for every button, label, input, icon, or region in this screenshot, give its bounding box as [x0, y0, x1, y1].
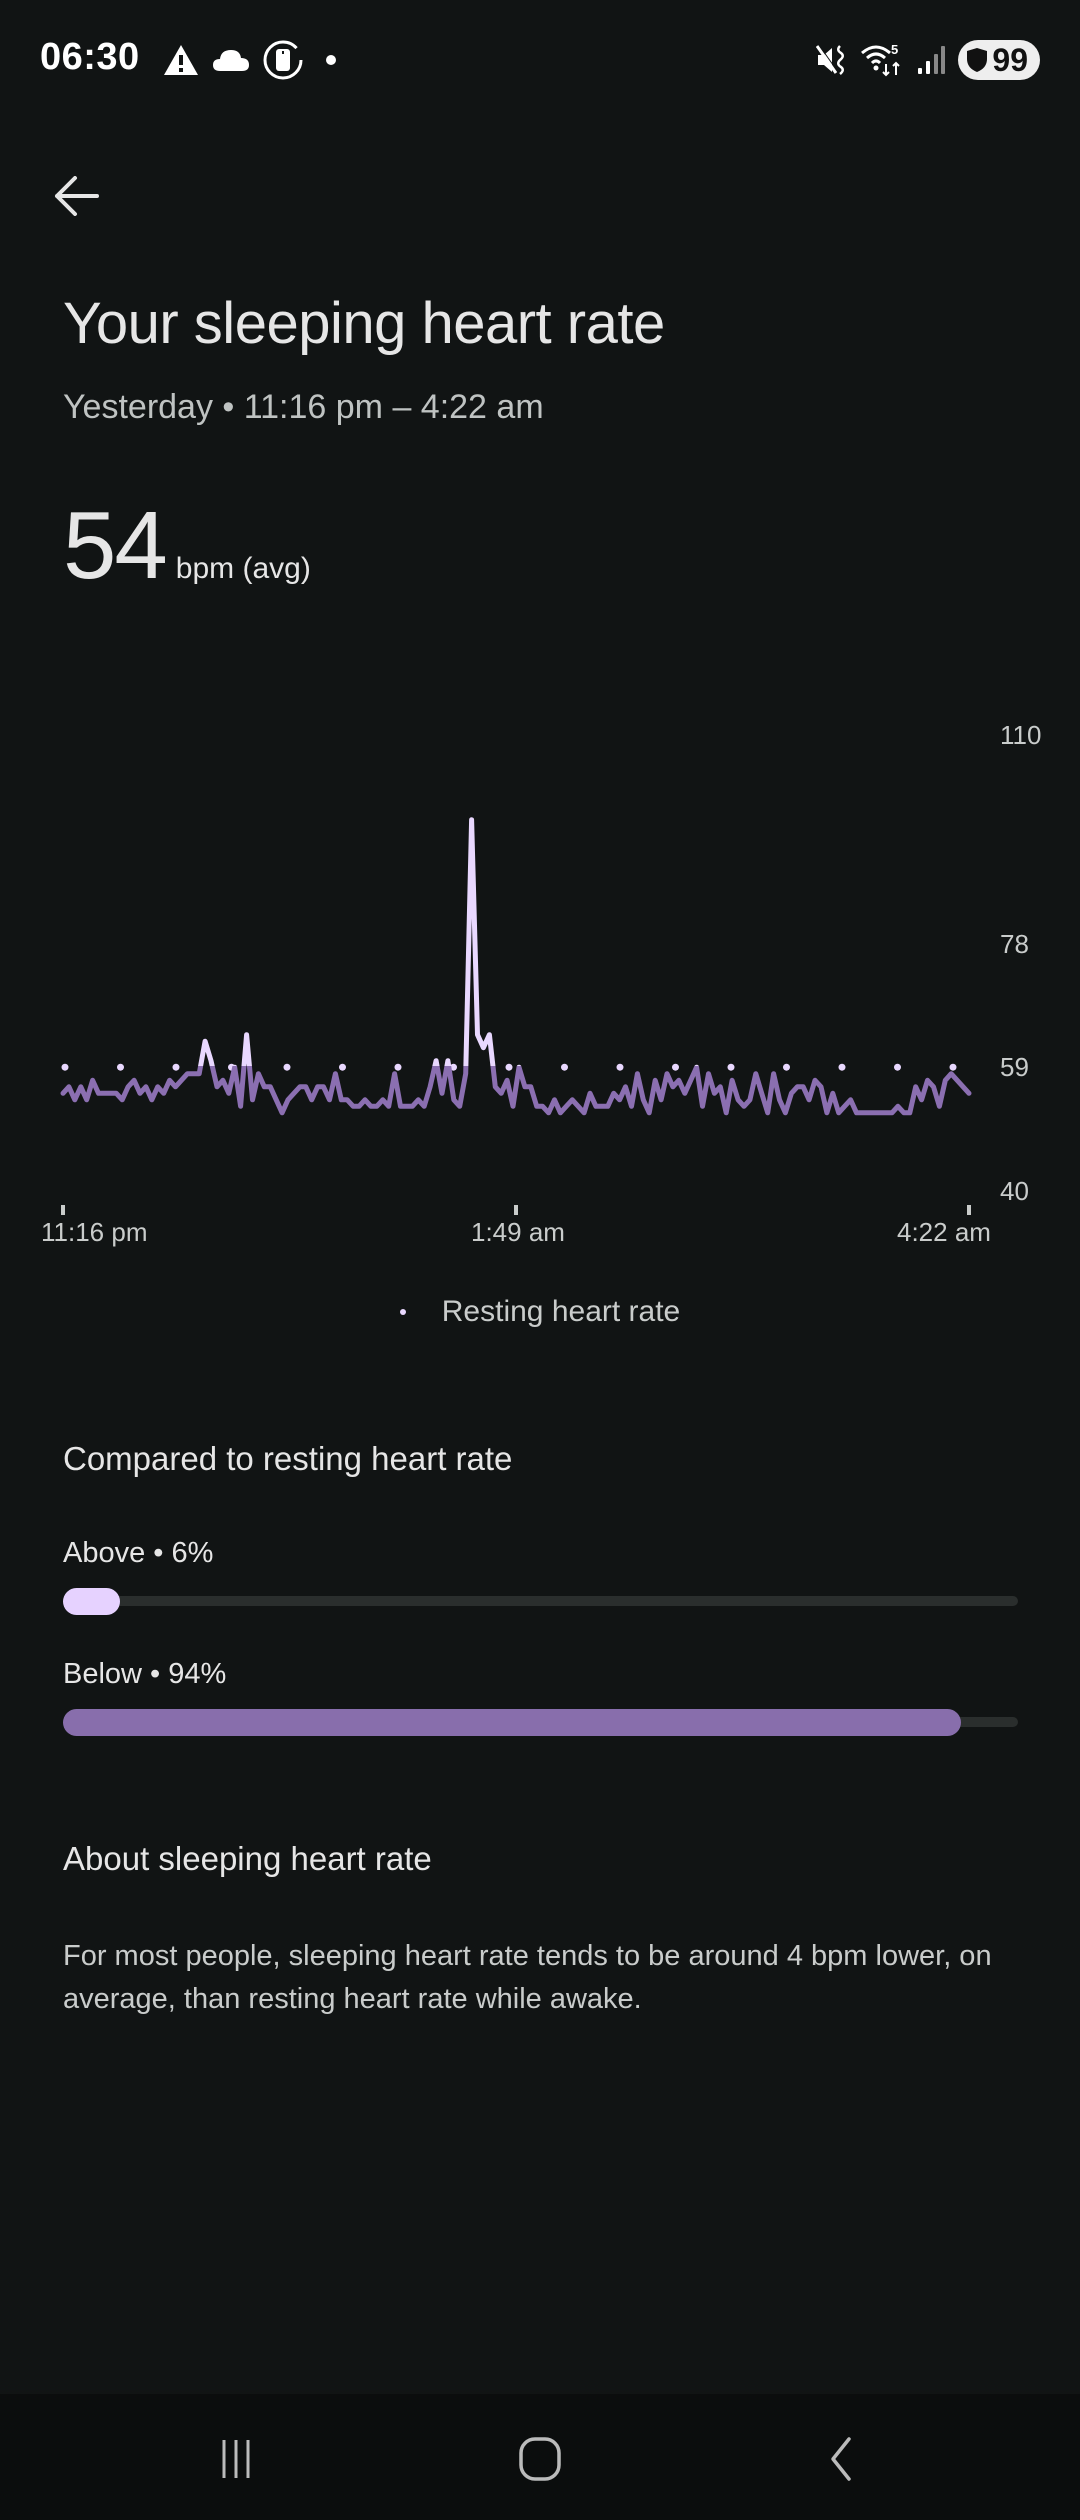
wifi-5-icon: 5: [861, 43, 901, 77]
avg-bpm-value: 54: [63, 492, 168, 599]
home-icon: [519, 2437, 561, 2481]
home-button[interactable]: [490, 2424, 590, 2494]
svg-text:5: 5: [891, 43, 898, 57]
chevron-left-icon: [831, 2437, 851, 2481]
y-axis-label-110: 110: [1000, 720, 1042, 750]
notification-dot-icon: [326, 55, 336, 65]
x-axis-ticks: [61, 1205, 971, 1215]
signal-icon: [918, 46, 946, 74]
arrow-left-icon: [55, 176, 99, 216]
status-right-icons: 5 99: [816, 38, 1040, 82]
y-axis-label-59: 59: [1000, 1052, 1029, 1082]
battery-saver-shield-icon: [967, 48, 988, 72]
phone-sync-icon: [263, 40, 303, 80]
below-bar-fill: [63, 1709, 961, 1736]
x-axis-label-mid: 1:49 am: [471, 1217, 565, 1247]
legend-label: Resting heart rate: [441, 1295, 681, 1328]
resting-heart-rate-line: [61, 1063, 957, 1071]
resting-heart-rate-dot-icon: [399, 1309, 406, 1315]
battery-level: 99: [992, 41, 1028, 78]
chart-legend: Resting heart rate: [0, 1295, 1080, 1329]
above-label: Above • 6%: [63, 1537, 214, 1569]
warning-icon: [164, 45, 198, 75]
above-bar-track: [63, 1596, 1018, 1606]
navigation-bar: [0, 2394, 1080, 2520]
mute-vibrate-icon: [816, 44, 845, 75]
heart-rate-line-below-resting: [60, 1066, 972, 1116]
above-bar-fill: [63, 1588, 121, 1615]
below-label: Below • 94%: [63, 1658, 227, 1690]
comparison-title: Compared to resting heart rate: [63, 1440, 513, 1477]
page-title: Your sleeping heart rate: [63, 291, 665, 356]
status-left-icons: [162, 40, 346, 80]
about-title: About sleeping heart rate: [63, 1840, 432, 1877]
recent-apps-button[interactable]: [186, 2424, 286, 2494]
x-axis-label-start: 11:16 pm: [41, 1217, 148, 1247]
average-heart-rate: 54 bpm (avg): [63, 498, 311, 594]
back-button[interactable]: [40, 160, 112, 232]
battery-indicator: 99: [958, 40, 1040, 80]
nav-back-button[interactable]: [790, 2424, 890, 2494]
status-bar: 06:30 5 99: [0, 0, 1080, 120]
status-time: 06:30: [40, 36, 140, 78]
y-axis-label-40: 40: [1000, 1176, 1029, 1206]
about-body: For most people, sleeping heart rate ten…: [63, 1940, 992, 2015]
recent-apps-icon: [222, 2440, 250, 2478]
x-axis-label-end: 4:22 am: [897, 1217, 991, 1247]
heart-rate-chart[interactable]: [0, 700, 1080, 1260]
date-time-range: Yesterday • 11:16 pm – 4:22 am: [63, 388, 544, 426]
avg-bpm-unit: bpm (avg): [175, 552, 311, 585]
y-axis-label-78: 78: [1000, 929, 1029, 959]
cloud-icon: [213, 50, 249, 71]
